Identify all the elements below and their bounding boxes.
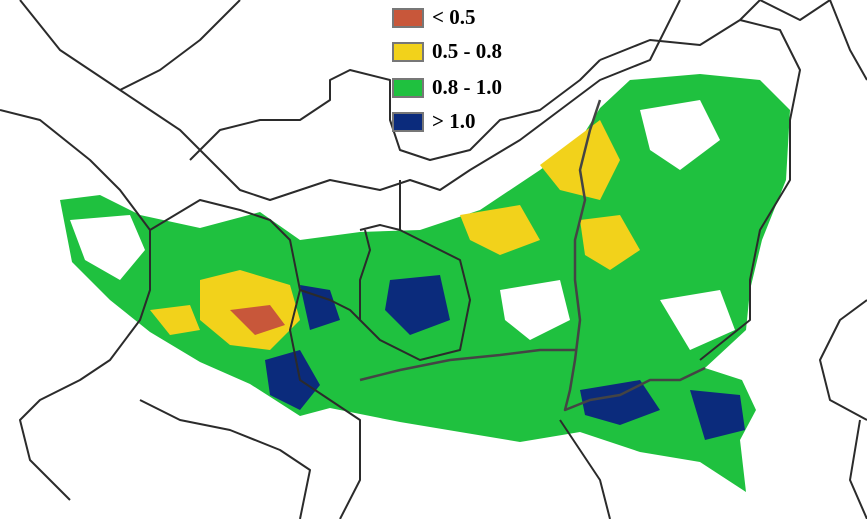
boundary bbox=[359, 180, 471, 361]
boundary bbox=[699, 19, 801, 361]
boundary bbox=[759, 0, 831, 21]
region-yellow bbox=[540, 120, 620, 200]
region-blue bbox=[265, 350, 320, 410]
region-yellow bbox=[150, 305, 200, 335]
boundary bbox=[599, 0, 761, 61]
legend-swatch bbox=[392, 78, 424, 98]
boundary bbox=[149, 199, 361, 519]
boundary bbox=[189, 59, 601, 161]
boundary bbox=[139, 399, 311, 519]
boundary bbox=[559, 419, 611, 519]
boundary bbox=[359, 224, 401, 231]
region-white bbox=[70, 215, 145, 280]
legend: < 0.5 0.5 - 0.8 0.8 - 1.0 > 1.0 bbox=[392, 5, 502, 133]
region-white bbox=[500, 280, 570, 340]
legend-swatch bbox=[392, 8, 424, 28]
legend-label: 0.5 - 0.8 bbox=[432, 39, 502, 63]
boundary bbox=[299, 289, 361, 321]
boundary bbox=[829, 0, 867, 81]
region-blue bbox=[690, 390, 745, 440]
region-blue bbox=[580, 380, 660, 425]
boundary bbox=[849, 419, 867, 519]
river-boundary bbox=[359, 348, 575, 382]
region-blue bbox=[300, 285, 340, 330]
region-red bbox=[230, 305, 285, 335]
legend-label: < 0.5 bbox=[432, 5, 475, 29]
region-yellow bbox=[580, 215, 640, 270]
region-blue bbox=[385, 275, 450, 335]
region-white bbox=[640, 100, 720, 170]
boundary bbox=[19, 0, 241, 91]
raster-area bbox=[60, 74, 790, 492]
legend-swatch bbox=[392, 42, 424, 62]
legend-swatch bbox=[392, 112, 424, 132]
river-boundary bbox=[563, 99, 706, 412]
boundary bbox=[819, 299, 867, 421]
region-yellow bbox=[460, 205, 540, 255]
legend-label: > 1.0 bbox=[432, 109, 475, 133]
boundary bbox=[0, 109, 151, 501]
region-white bbox=[660, 290, 735, 350]
legend-label: 0.8 - 1.0 bbox=[432, 75, 502, 99]
